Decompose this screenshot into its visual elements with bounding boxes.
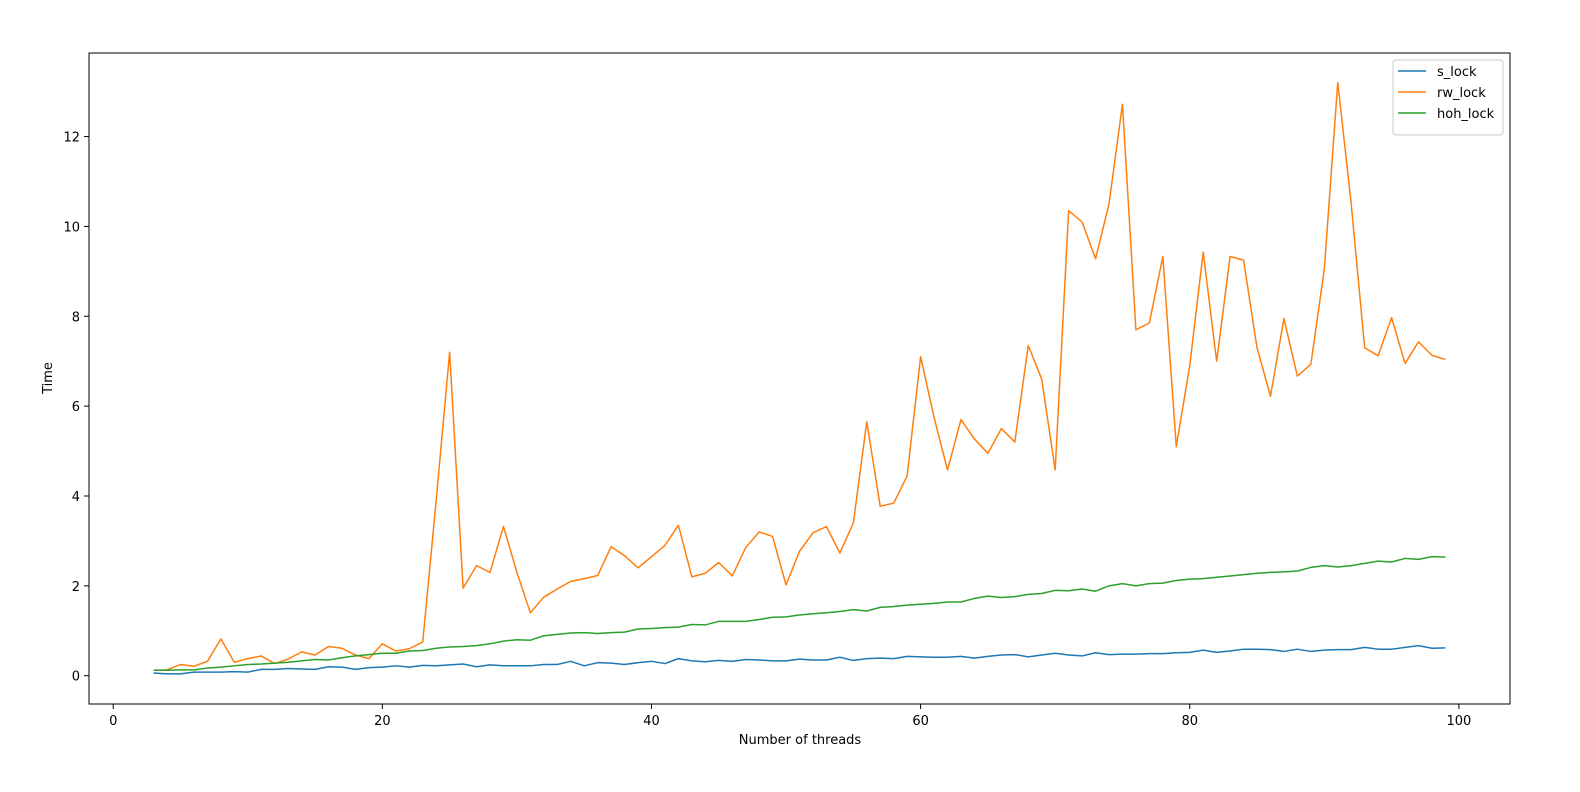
series-line	[153, 81, 1446, 672]
x-tick-label: 0	[109, 714, 117, 729]
x-tick-label: 40	[643, 714, 660, 729]
y-tick-label: 2	[72, 580, 80, 595]
series-line	[153, 555, 1446, 672]
y-tick-label: 6	[72, 400, 80, 415]
x-tick-label: 80	[1181, 714, 1198, 729]
legend-label: s_lock	[1437, 65, 1477, 80]
plot-frame	[88, 52, 1511, 705]
y-axis-label: Time	[41, 362, 56, 395]
y-tick-label: 10	[63, 220, 80, 235]
x-tick-label: 20	[374, 714, 391, 729]
legend-label: hoh_lock	[1437, 107, 1495, 122]
legend-box	[1392, 59, 1504, 136]
y-tick-label: 12	[63, 131, 80, 146]
x-axis-label: Number of threads	[739, 733, 862, 748]
y-tick-label: 8	[72, 310, 80, 325]
x-tick-label: 100	[1446, 714, 1471, 729]
legend-label: rw_lock	[1437, 86, 1486, 101]
x-tick-label: 60	[912, 714, 929, 729]
y-tick-label: 4	[72, 490, 80, 505]
series-line	[153, 644, 1446, 675]
y-tick-label: 0	[72, 670, 80, 685]
